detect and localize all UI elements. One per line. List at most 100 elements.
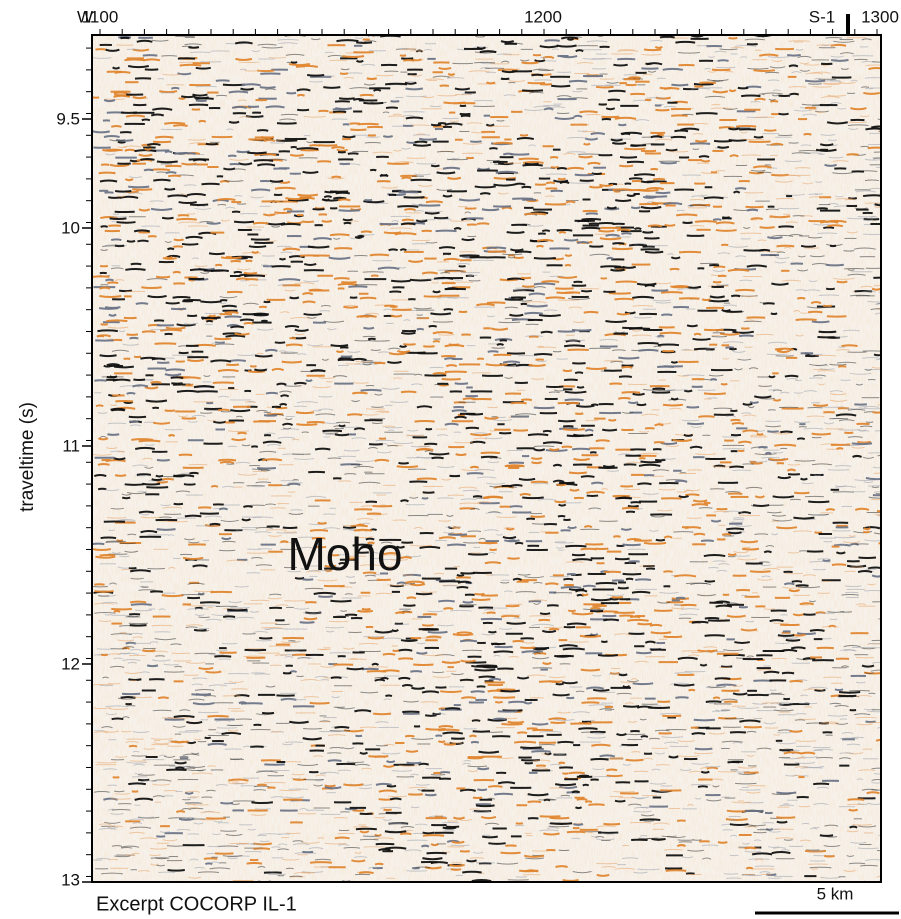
- reflection: [457, 632, 472, 633]
- reflection: [694, 720, 715, 721]
- reflection: [698, 786, 708, 787]
- reflection: [509, 540, 516, 541]
- reflection: [564, 240, 578, 241]
- reflection: [118, 451, 125, 452]
- reflection: [766, 209, 779, 210]
- reflection: [129, 417, 146, 418]
- reflection: [732, 332, 753, 333]
- reflection: [157, 529, 176, 530]
- reflection: [206, 144, 218, 145]
- reflection: [323, 87, 340, 88]
- reflection: [387, 362, 401, 363]
- reflection: [629, 178, 642, 179]
- reflection: [388, 823, 401, 824]
- reflection: [718, 60, 729, 61]
- reflection: [240, 69, 246, 70]
- reflection: [127, 393, 136, 394]
- reflection: [560, 56, 577, 57]
- reflection: [457, 587, 469, 588]
- reflection: [521, 304, 527, 305]
- reflection: [435, 736, 442, 737]
- reflection: [700, 664, 707, 665]
- reflection: [398, 658, 413, 659]
- reflection: [194, 97, 208, 98]
- reflection: [363, 328, 374, 329]
- reflection: [331, 177, 340, 178]
- reflection: [752, 593, 758, 594]
- reflection: [489, 148, 497, 149]
- reflection: [94, 591, 113, 592]
- reflection: [619, 376, 632, 377]
- reflection: [105, 307, 120, 308]
- reflection: [542, 281, 560, 282]
- reflection: [555, 118, 574, 119]
- reflection: [147, 144, 160, 145]
- reflection: [562, 682, 577, 683]
- reflection: [177, 391, 199, 392]
- reflection: [750, 571, 771, 572]
- reflection: [787, 470, 795, 471]
- reflection: [671, 85, 688, 86]
- reflection: [375, 678, 386, 679]
- reflection: [877, 511, 888, 512]
- reflection: [347, 414, 362, 415]
- reflection: [410, 671, 422, 672]
- reflection: [285, 326, 299, 327]
- reflection: [676, 598, 685, 599]
- reflection: [752, 853, 772, 854]
- reflection: [300, 622, 315, 623]
- reflection: [310, 703, 330, 704]
- reflection: [216, 95, 227, 96]
- reflection: [303, 293, 313, 294]
- reflection: [228, 858, 238, 859]
- reflection: [555, 501, 566, 502]
- reflection: [565, 265, 571, 266]
- reflection: [699, 156, 709, 157]
- reflection: [251, 190, 270, 191]
- reflection: [400, 834, 411, 835]
- reflection: [576, 50, 584, 51]
- reflection: [565, 546, 586, 547]
- reflection: [567, 39, 573, 40]
- reflection: [557, 742, 573, 743]
- reflection: [122, 498, 130, 499]
- reflection: [618, 398, 630, 399]
- reflection: [736, 126, 756, 127]
- reflection: [452, 842, 465, 843]
- reflection: [549, 826, 569, 827]
- reflection: [367, 78, 377, 79]
- reflection: [448, 534, 467, 535]
- reflection: [720, 334, 740, 335]
- reflection: [389, 824, 409, 825]
- reflection: [651, 136, 662, 137]
- reflection: [131, 264, 142, 265]
- reflection: [543, 663, 552, 664]
- reflection: [780, 431, 792, 432]
- reflection: [778, 114, 788, 115]
- reflection: [92, 276, 109, 277]
- reflection: [581, 549, 597, 550]
- reflection: [356, 829, 377, 830]
- reflection: [751, 218, 763, 219]
- reflection: [147, 665, 158, 666]
- reflection: [171, 88, 179, 89]
- reflection: [310, 862, 332, 863]
- reflection: [755, 99, 766, 100]
- reflection: [675, 42, 695, 43]
- reflection: [220, 803, 233, 804]
- reflection: [153, 423, 170, 424]
- reflection: [811, 302, 821, 303]
- reflection: [741, 95, 760, 96]
- reflection: [565, 255, 572, 256]
- reflection: [613, 536, 620, 537]
- reflection: [790, 94, 799, 95]
- reflection: [601, 641, 607, 642]
- reflection: [858, 571, 872, 572]
- reflection: [303, 301, 316, 302]
- reflection: [446, 365, 456, 366]
- reflection: [112, 846, 122, 847]
- reflection: [764, 551, 771, 552]
- reflection: [513, 641, 524, 642]
- reflection: [190, 269, 207, 270]
- reflection: [607, 775, 623, 776]
